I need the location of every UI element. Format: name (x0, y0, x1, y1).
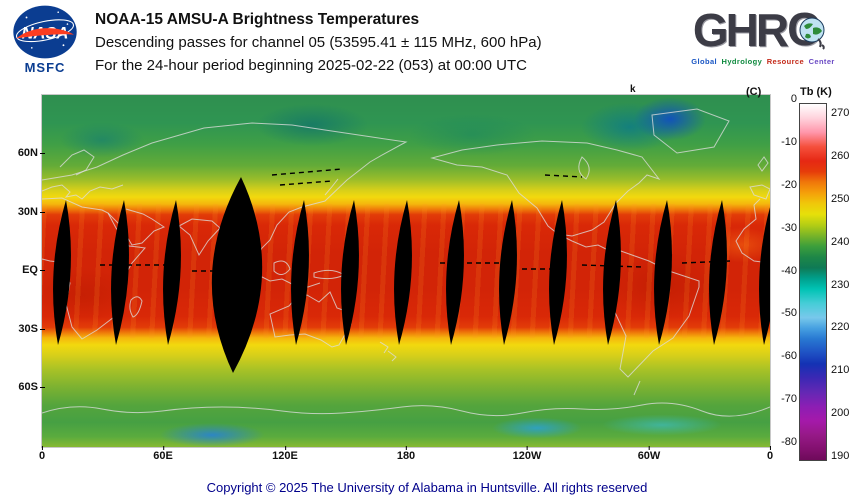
kelvin-tick: 190 (831, 450, 850, 462)
page-title: NOAA-15 AMSU-A Brightness Temperatures (95, 11, 420, 28)
ghrc-tagline: Global Hydrology Resource Center (678, 57, 848, 66)
title-block: NOAA-15 AMSU-A Brightness Temperatures D… (95, 8, 542, 77)
ghrc-letter-c-with-globe: C (787, 3, 833, 55)
latitude-tick: EQ (22, 264, 45, 276)
latitude-axis: 60N 30N EQ 30S 60S (8, 147, 46, 394)
latitude-tick: 60N (17, 147, 46, 159)
celsius-tick: 0 (790, 93, 797, 105)
kelvin-tick: 250 (831, 192, 850, 205)
latitude-tick: 30S (18, 322, 45, 335)
stray-mark: k (630, 84, 636, 95)
copyright-notice: Copyright © 2025 The University of Alaba… (206, 480, 648, 495)
subtitle-channel: Descending passes for channel 05 (53595.… (95, 34, 542, 51)
celsius-tick: -60 (781, 350, 797, 363)
colorbar-kelvin-ticks: 270 260 250 240 230 220 210 200 190 (831, 107, 853, 462)
colorbar (799, 103, 827, 461)
brightness-temperature-map (42, 95, 770, 447)
kelvin-tick: 220 (831, 321, 850, 334)
longitude-tick: 60E (153, 446, 173, 462)
longitude-tick: 180 (396, 446, 416, 462)
globe-icon (799, 17, 825, 50)
celsius-tick: -40 (781, 264, 797, 277)
latitude-tick: 60S (18, 381, 45, 393)
subtitle-period: For the 24-hour period beginning 2025-02… (95, 57, 527, 74)
longitude-tick: 120W (512, 446, 542, 462)
colorbar-celsius-ticks: 0 -10 -20 -30 -40 -50 -60 -70 -80 (759, 93, 797, 448)
colorbar-kelvin-header: Tb (K) (800, 86, 832, 98)
celsius-tick: -20 (781, 178, 797, 191)
longitude-axis: 0 60E 120E 180 120W 60W 0 (0, 446, 854, 464)
ghrc-tagline-word: Hydrology (721, 57, 763, 66)
longitude-tick: 60W (637, 446, 661, 462)
celsius-tick: -10 (781, 135, 797, 148)
colorbar-celsius-header: (C) (746, 86, 762, 98)
nasa-logo-icon: NASA (13, 5, 77, 59)
data-artifact-dashes (100, 168, 731, 272)
longitude-tick: 120E (272, 446, 298, 462)
longitude-tick: 0 (766, 446, 774, 462)
msfc-label: MSFC (24, 60, 66, 75)
celsius-tick: -70 (781, 393, 797, 406)
celsius-tick: -30 (781, 221, 797, 234)
kelvin-tick: 240 (831, 235, 850, 248)
ghrc-logo-letters: GHR C (678, 3, 848, 56)
ghrc-letters-ghr: GHR (692, 4, 789, 56)
kelvin-tick: 210 (831, 364, 850, 377)
ghrc-tagline-word: Global (691, 57, 718, 66)
kelvin-tick: 200 (831, 407, 850, 420)
kelvin-tick: 230 (831, 278, 850, 291)
orbit-gap-swaths (53, 177, 770, 373)
latitude-tick: 30N (17, 205, 46, 218)
ghrc-tagline-word: Center (808, 57, 835, 66)
kelvin-tick: 260 (831, 149, 850, 162)
ghrc-tagline-word: Resource (766, 57, 805, 66)
longitude-tick: 0 (38, 446, 46, 462)
celsius-tick: -80 (781, 436, 797, 448)
map-overlay (42, 108, 770, 417)
kelvin-tick: 270 (831, 107, 850, 119)
ghrc-logo: GHR C Global Hydrology Resource Center (678, 3, 848, 66)
celsius-tick: -50 (781, 307, 797, 320)
